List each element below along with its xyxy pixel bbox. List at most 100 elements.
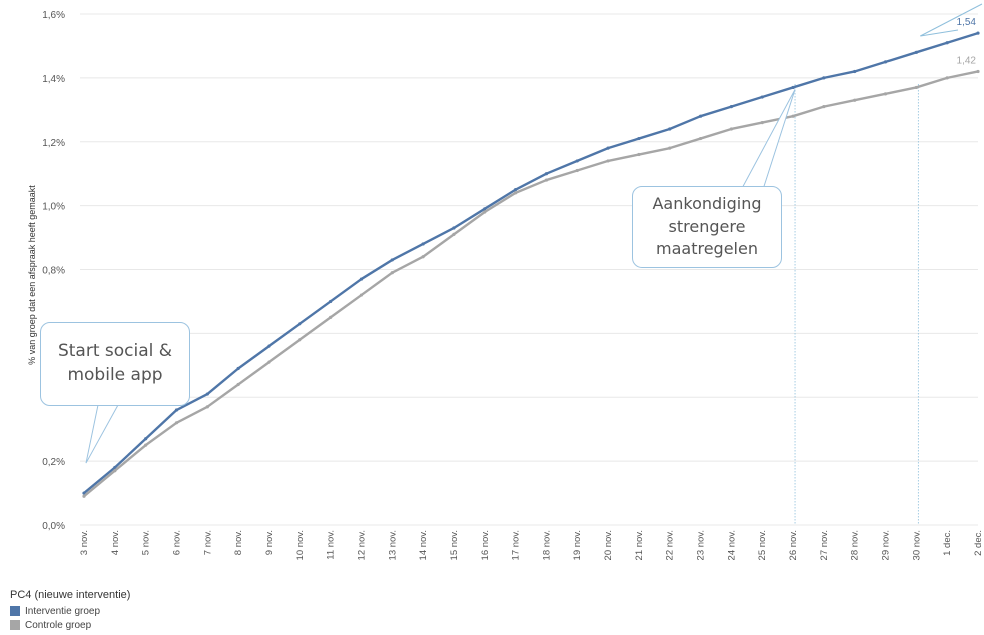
x-tick-label: 14 nov. bbox=[418, 530, 429, 560]
legend-label-controle: Controle groep bbox=[25, 619, 92, 631]
data-point bbox=[421, 255, 425, 259]
legend-title: PC4 (nieuwe interventie) bbox=[10, 589, 131, 601]
y-tick-label: 1,2% bbox=[42, 138, 65, 149]
data-point bbox=[359, 277, 364, 281]
reference-lines bbox=[794, 84, 919, 525]
x-tick-label: 5 nov. bbox=[141, 530, 152, 555]
x-tick-label: 29 nov. bbox=[881, 530, 892, 560]
x-tick-label: 17 nov. bbox=[511, 530, 522, 560]
data-point bbox=[267, 344, 271, 348]
data-point bbox=[544, 172, 549, 176]
x-tick-label: 6 nov. bbox=[171, 530, 182, 555]
line-chart: 0,0% 0,2% 0,8% 1,0% 1,2% 1,4% 1,6% 3 nov. 4 nov… bbox=[27, 3, 984, 560]
x-tick-label: 13 nov. bbox=[387, 530, 398, 560]
y-tick-label: 1,6% bbox=[42, 10, 65, 21]
data-point bbox=[390, 258, 394, 262]
data-point bbox=[883, 92, 888, 96]
data-point bbox=[853, 69, 857, 74]
data-point bbox=[174, 421, 179, 425]
data-point bbox=[329, 299, 333, 304]
data-point bbox=[82, 494, 86, 498]
data-point bbox=[822, 76, 826, 80]
data-point bbox=[760, 120, 764, 125]
data-point bbox=[945, 41, 949, 45]
data-point bbox=[205, 392, 209, 396]
annotation-pointer-top bbox=[920, 3, 983, 37]
data-point bbox=[945, 76, 949, 80]
data-point bbox=[298, 338, 302, 342]
x-tick-label: 16 nov. bbox=[480, 530, 491, 560]
data-point bbox=[976, 69, 980, 74]
x-tick-label: 22 nov. bbox=[665, 530, 676, 560]
legend-label-interventie: Interventie groep bbox=[25, 605, 101, 617]
data-point bbox=[452, 226, 456, 230]
data-point bbox=[452, 232, 456, 236]
data-point bbox=[791, 85, 795, 90]
x-tick-label: 23 nov. bbox=[696, 530, 707, 560]
data-point bbox=[914, 85, 918, 90]
x-tick-label: 11 nov. bbox=[326, 530, 337, 560]
x-tick-label: 18 nov. bbox=[541, 530, 552, 560]
data-point bbox=[513, 188, 518, 192]
legend-item-interventie: Interventie groep bbox=[10, 604, 130, 618]
data-point bbox=[174, 408, 179, 412]
data-point bbox=[82, 491, 86, 495]
data-point bbox=[205, 405, 209, 409]
legend: PC4 (nieuwe interventie) Interventie gro… bbox=[10, 589, 130, 632]
legend-swatch-interventie bbox=[10, 606, 20, 616]
data-point bbox=[575, 159, 579, 163]
y-tick-label: 0,8% bbox=[42, 266, 65, 277]
data-point bbox=[329, 315, 333, 320]
data-point bbox=[914, 50, 918, 54]
data-point bbox=[113, 465, 117, 470]
data-point bbox=[668, 127, 672, 131]
data-point bbox=[236, 366, 240, 371]
data-point bbox=[513, 191, 518, 195]
x-tick-label: 10 nov. bbox=[295, 530, 306, 560]
end-label: 1,42 bbox=[957, 55, 977, 66]
data-point bbox=[606, 159, 610, 163]
x-tick-label: 19 nov. bbox=[572, 530, 583, 560]
data-point bbox=[113, 469, 117, 473]
x-tick-label: 12 nov. bbox=[356, 530, 367, 560]
callout-pointer-start bbox=[85, 404, 119, 464]
data-point bbox=[729, 105, 733, 109]
data-point bbox=[729, 127, 733, 131]
data-point bbox=[883, 60, 888, 64]
series-lines bbox=[82, 31, 980, 498]
y-tick-label: 1,0% bbox=[42, 202, 65, 213]
data-point bbox=[421, 242, 425, 246]
y-axis-ticks: 0,0% 0,2% 0,8% 1,0% 1,2% 1,4% 1,6% bbox=[42, 10, 65, 532]
data-point bbox=[637, 136, 641, 141]
grid-lines bbox=[80, 13, 978, 526]
x-tick-label: 24 nov. bbox=[726, 530, 737, 560]
x-tick-label: 20 nov. bbox=[603, 530, 614, 560]
data-point bbox=[144, 437, 148, 441]
x-tick-label: 1 dec. bbox=[942, 530, 953, 556]
y-axis-label: % van groep dat een afspraak heeft gemaa… bbox=[27, 185, 37, 365]
data-point bbox=[359, 293, 364, 297]
x-tick-label: 7 nov. bbox=[202, 530, 213, 555]
series-line-interventie bbox=[83, 32, 979, 494]
annotation-strengere-maatregelen: Aankondiging strengere maatregelen bbox=[632, 186, 782, 268]
data-point bbox=[483, 210, 487, 214]
data-point bbox=[606, 146, 610, 150]
data-point bbox=[976, 31, 980, 35]
data-point bbox=[483, 207, 487, 211]
data-point bbox=[698, 136, 703, 141]
data-point bbox=[575, 168, 579, 173]
data-point bbox=[144, 443, 148, 447]
series-line-controle bbox=[83, 70, 979, 498]
data-point bbox=[822, 105, 826, 109]
end-label: 1,54 bbox=[957, 17, 977, 28]
data-point bbox=[668, 146, 672, 150]
x-tick-label: 8 nov. bbox=[233, 530, 244, 555]
data-point bbox=[544, 178, 549, 182]
annotation-pointer-top bbox=[920, 29, 959, 37]
x-tick-label: 28 nov. bbox=[850, 530, 861, 560]
legend-swatch-controle bbox=[10, 620, 20, 630]
y-tick-label: 1,4% bbox=[42, 74, 65, 85]
x-tick-label: 25 nov. bbox=[757, 530, 768, 560]
x-tick-label: 26 nov. bbox=[788, 530, 799, 560]
legend-item-controle: Controle groep bbox=[10, 618, 130, 632]
